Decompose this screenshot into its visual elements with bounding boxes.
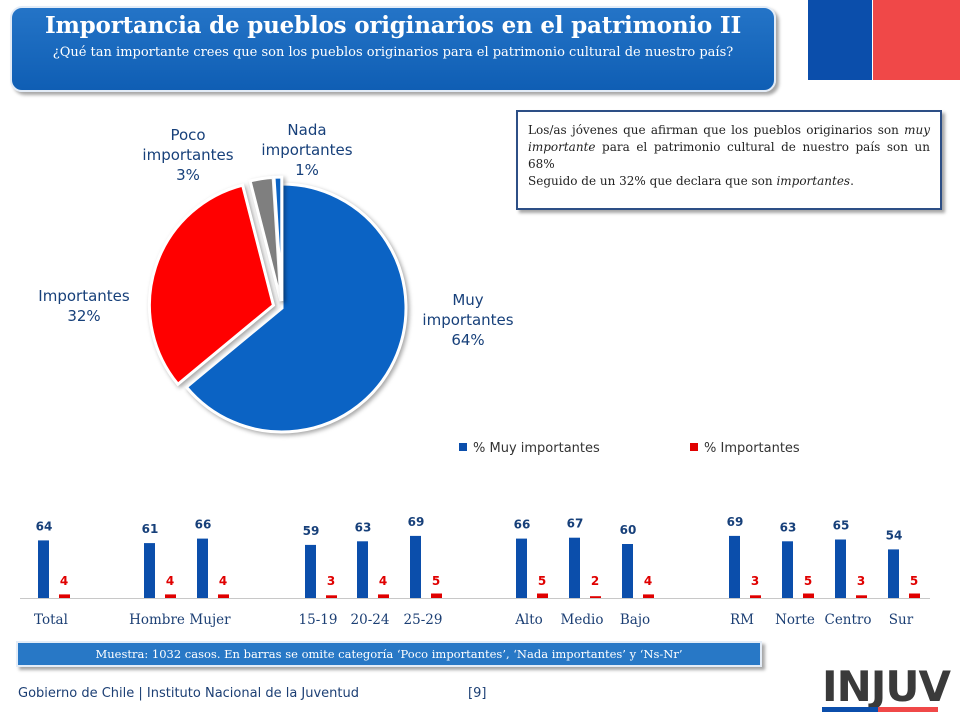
legend-swatch-blue xyxy=(459,443,467,451)
insight-note: Los/as jóvenes que afirman que los puebl… xyxy=(516,110,942,210)
bar-importantes-Total xyxy=(59,594,70,598)
category-label: Centro xyxy=(824,612,871,628)
bar-muy-importantes-25-29 xyxy=(410,535,421,598)
bar-label-muy-importantes: 61 xyxy=(142,522,159,536)
category-label: Total xyxy=(34,612,68,628)
bar-label-muy-importantes: 64 xyxy=(36,519,53,533)
bar-importantes-Bajo xyxy=(643,594,654,598)
category-label: Alto xyxy=(514,612,543,628)
bar-muy-importantes-Centro xyxy=(835,539,846,598)
bar-muy-importantes-15-19 xyxy=(305,544,316,598)
bar-label-importantes: 3 xyxy=(857,574,865,588)
pie-label-importantes: Importantes 32% xyxy=(38,287,130,325)
category-label: Norte xyxy=(775,612,815,628)
bar-importantes-25-29 xyxy=(431,593,442,598)
legend-item-muy-importantes: % Muy importantes xyxy=(459,441,600,456)
pie-slices xyxy=(147,175,408,434)
pie-label-nada-importantes: Nada importantes 1% xyxy=(261,121,353,179)
bar-importantes-20-24 xyxy=(378,594,389,598)
bar-muy-importantes-Total xyxy=(38,540,49,598)
insight-line-2: Seguido de un 32% que declara que son im… xyxy=(528,174,854,188)
page-title: Importancia de pueblos originarios en el… xyxy=(44,12,741,39)
legend-swatch-red xyxy=(690,443,698,451)
bar-muy-importantes-20-24 xyxy=(357,541,368,598)
pie-slice-importantes xyxy=(147,183,276,387)
sample-note: Muestra: 1032 casos. En barras se omite … xyxy=(16,641,762,667)
category-label: 15-19 xyxy=(299,612,338,628)
bar-importantes-Hombre xyxy=(165,594,176,598)
pie-label-muy-importantes: Muy importantes 64% xyxy=(422,291,514,349)
flag-red-block xyxy=(873,0,960,80)
bar-label-muy-importantes: 59 xyxy=(303,524,320,538)
pie-label-poco-importantes: Poco importantes 3% xyxy=(142,126,234,184)
bar-label-importantes: 3 xyxy=(751,574,759,588)
bar-label-importantes: 4 xyxy=(219,574,227,588)
bar-importantes-Centro xyxy=(856,595,867,598)
footer-text: Gobierno de Chile | Instituto Nacional d… xyxy=(18,686,360,701)
bar-muy-importantes-RM xyxy=(729,535,740,598)
page-number: [9] xyxy=(468,686,487,701)
pie-slice-muy-importantes xyxy=(184,182,408,434)
logo-stripe-red xyxy=(878,707,938,712)
bar-label-muy-importantes: 67 xyxy=(567,517,584,531)
legend-item-importantes: % Importantes xyxy=(690,441,800,456)
bar-label-importantes: 5 xyxy=(538,574,546,588)
logo-stripe-blue xyxy=(822,707,878,712)
bar-label-muy-importantes: 63 xyxy=(780,520,797,534)
bar-muy-importantes-Mujer xyxy=(197,538,208,598)
bar-label-importantes: 4 xyxy=(166,574,174,588)
bar-label-importantes: 3 xyxy=(327,574,335,588)
bar-importantes-Alto xyxy=(537,593,548,598)
insight-line-1: Los/as jóvenes que afirman que los puebl… xyxy=(528,123,930,171)
page-subtitle: ¿Qué tan importante crees que son los pu… xyxy=(52,45,734,60)
category-label: Medio xyxy=(561,612,604,628)
bar-chart: 64 4 Total 61 4 Hombre 66 4 Mujer 59 3 15-19 63 4 20-2… xyxy=(20,515,930,628)
bar-label-muy-importantes: 54 xyxy=(886,528,903,542)
bar-label-importantes: 5 xyxy=(432,574,440,588)
bar-muy-importantes-Norte xyxy=(782,541,793,598)
bar-muy-importantes-Bajo xyxy=(622,544,633,598)
bar-muy-importantes-Hombre xyxy=(144,543,155,598)
bar-label-importantes: 5 xyxy=(804,574,812,588)
bar-label-importantes: 4 xyxy=(379,574,387,588)
bar-muy-importantes-Medio xyxy=(569,537,580,598)
bar-label-muy-importantes: 69 xyxy=(408,515,425,529)
bar-label-muy-importantes: 66 xyxy=(514,518,531,532)
flag-blue-block xyxy=(808,0,872,80)
category-label: Bajo xyxy=(620,612,650,628)
bar-label-importantes: 4 xyxy=(60,574,68,588)
category-label: RM xyxy=(730,612,754,628)
bar-importantes-Sur xyxy=(909,593,920,598)
bar-label-muy-importantes: 65 xyxy=(833,519,850,533)
injuv-logo: INJUV xyxy=(822,662,951,711)
bar-label-muy-importantes: 66 xyxy=(195,518,212,532)
bar-label-muy-importantes: 60 xyxy=(620,523,637,537)
bar-importantes-15-19 xyxy=(326,595,337,598)
bar-label-importantes: 5 xyxy=(910,574,918,588)
category-label: Hombre xyxy=(129,612,185,628)
category-label: Sur xyxy=(889,612,914,628)
bar-label-muy-importantes: 63 xyxy=(355,520,372,534)
bar-importantes-Norte xyxy=(803,593,814,598)
bar-muy-importantes-Sur xyxy=(888,549,899,598)
bar-label-importantes: 2 xyxy=(591,574,599,588)
pie-slice-nada-importantes xyxy=(272,175,284,302)
title-banner: Importancia de pueblos originarios en el… xyxy=(10,6,776,92)
category-label: Mujer xyxy=(189,612,231,628)
bar-importantes-Medio xyxy=(590,596,601,598)
bar-label-muy-importantes: 69 xyxy=(727,515,744,529)
category-label: 20-24 xyxy=(351,612,390,628)
bar-muy-importantes-Alto xyxy=(516,538,527,598)
bar-label-importantes: 4 xyxy=(644,574,652,588)
category-label: 25-29 xyxy=(404,612,443,628)
bar-importantes-Mujer xyxy=(218,594,229,598)
bar-importantes-RM xyxy=(750,595,761,598)
